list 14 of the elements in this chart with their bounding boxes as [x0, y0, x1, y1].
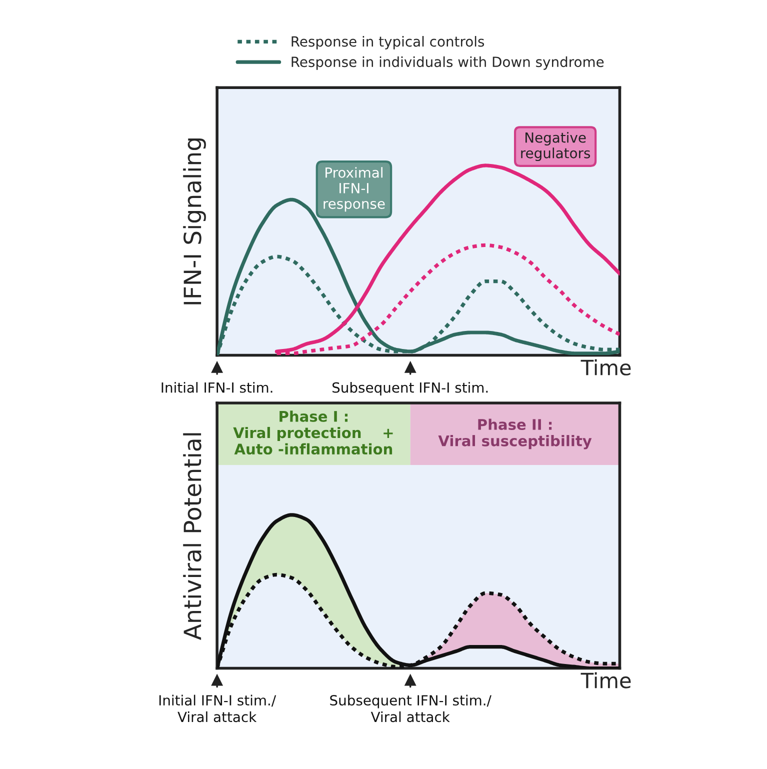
- legend-label: Response in individuals with Down syndrome: [292, 56, 604, 70]
- x-axis-title: Time: [580, 359, 631, 376]
- text: Phase I : Viral protection + Auto -inflammation: [233, 410, 393, 455]
- text: Initial IFN-I stim./ Viral attack: [159, 694, 276, 722]
- text: Subsequent IFN-I stim./ Viral attack: [330, 694, 492, 722]
- text: Subsequent IFN-I stim.: [332, 382, 488, 396]
- annotation: Proximal IFN-I response: [324, 167, 385, 212]
- x-axis-title: Time: [580, 672, 631, 688]
- text: Initial IFN-I stim.: [162, 382, 272, 393]
- y-axis-title: IFN-I Signaling: [183, 138, 206, 304]
- text: Phase II : Viral susceptibility: [438, 418, 592, 450]
- legend-label: Response in typical controls: [292, 36, 484, 50]
- text: Negative regulators: [521, 132, 590, 162]
- y-axis-title: Antiviral Potential: [183, 433, 202, 640]
